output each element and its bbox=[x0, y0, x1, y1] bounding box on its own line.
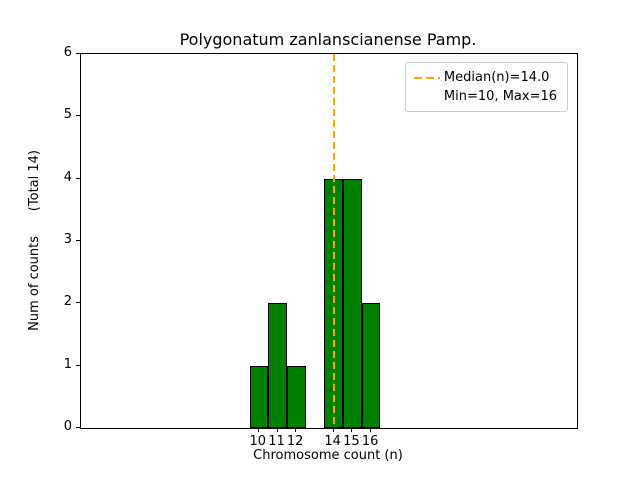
y-tick-mark bbox=[76, 240, 80, 241]
y-tick-label: 2 bbox=[63, 294, 72, 310]
chart-title: Polygonatum zanlanscianense Pamp. bbox=[179, 30, 477, 49]
y-tick-label: 4 bbox=[63, 169, 72, 185]
x-tick-mark bbox=[276, 428, 278, 432]
histogram-bar bbox=[268, 303, 287, 428]
histogram-bar bbox=[286, 365, 306, 428]
x-tick-label: 14 bbox=[324, 434, 341, 449]
y-tick-mark bbox=[76, 427, 80, 428]
y-tick-label: 1 bbox=[63, 356, 72, 372]
x-tick-label: 16 bbox=[361, 434, 379, 449]
y-tick-mark bbox=[76, 364, 80, 366]
y-tick-label: 5 bbox=[63, 107, 72, 123]
y-tick-label: 3 bbox=[63, 232, 72, 247]
y-tick-mark bbox=[76, 115, 80, 117]
x-tick-label: 10 bbox=[249, 434, 267, 449]
x-tick-label: 12 bbox=[286, 434, 304, 449]
legend-empty-sample bbox=[414, 96, 440, 98]
x-tick-label: 15 bbox=[343, 434, 360, 449]
y-tick-mark bbox=[76, 177, 80, 179]
y-tick-label: 6 bbox=[63, 45, 72, 60]
x-tick-mark bbox=[351, 428, 353, 432]
histogram-bar bbox=[249, 365, 269, 428]
histogram-bar bbox=[343, 178, 362, 428]
x-tick-mark bbox=[257, 428, 259, 432]
histogram-bar bbox=[361, 303, 381, 428]
x-tick-label: 11 bbox=[268, 434, 285, 449]
y-tick-label: 0 bbox=[63, 419, 72, 434]
x-tick-mark bbox=[295, 428, 297, 432]
median-line bbox=[332, 54, 335, 428]
legend-median-line-icon bbox=[413, 76, 440, 79]
plot-area: Median(n)=14.0 Min=10, Max=16 bbox=[80, 53, 578, 429]
y-tick-mark bbox=[76, 302, 80, 304]
x-axis-label: Chromosome count (n) bbox=[253, 448, 403, 463]
legend-minmax-label: Min=10, Max=16 bbox=[443, 89, 557, 104]
x-tick-mark bbox=[332, 428, 334, 432]
x-tick-mark bbox=[370, 428, 372, 432]
legend: Median(n)=14.0 Min=10, Max=16 bbox=[404, 62, 568, 112]
legend-median-label: Median(n)=14.0 bbox=[443, 70, 550, 85]
y-tick-mark bbox=[76, 53, 80, 54]
